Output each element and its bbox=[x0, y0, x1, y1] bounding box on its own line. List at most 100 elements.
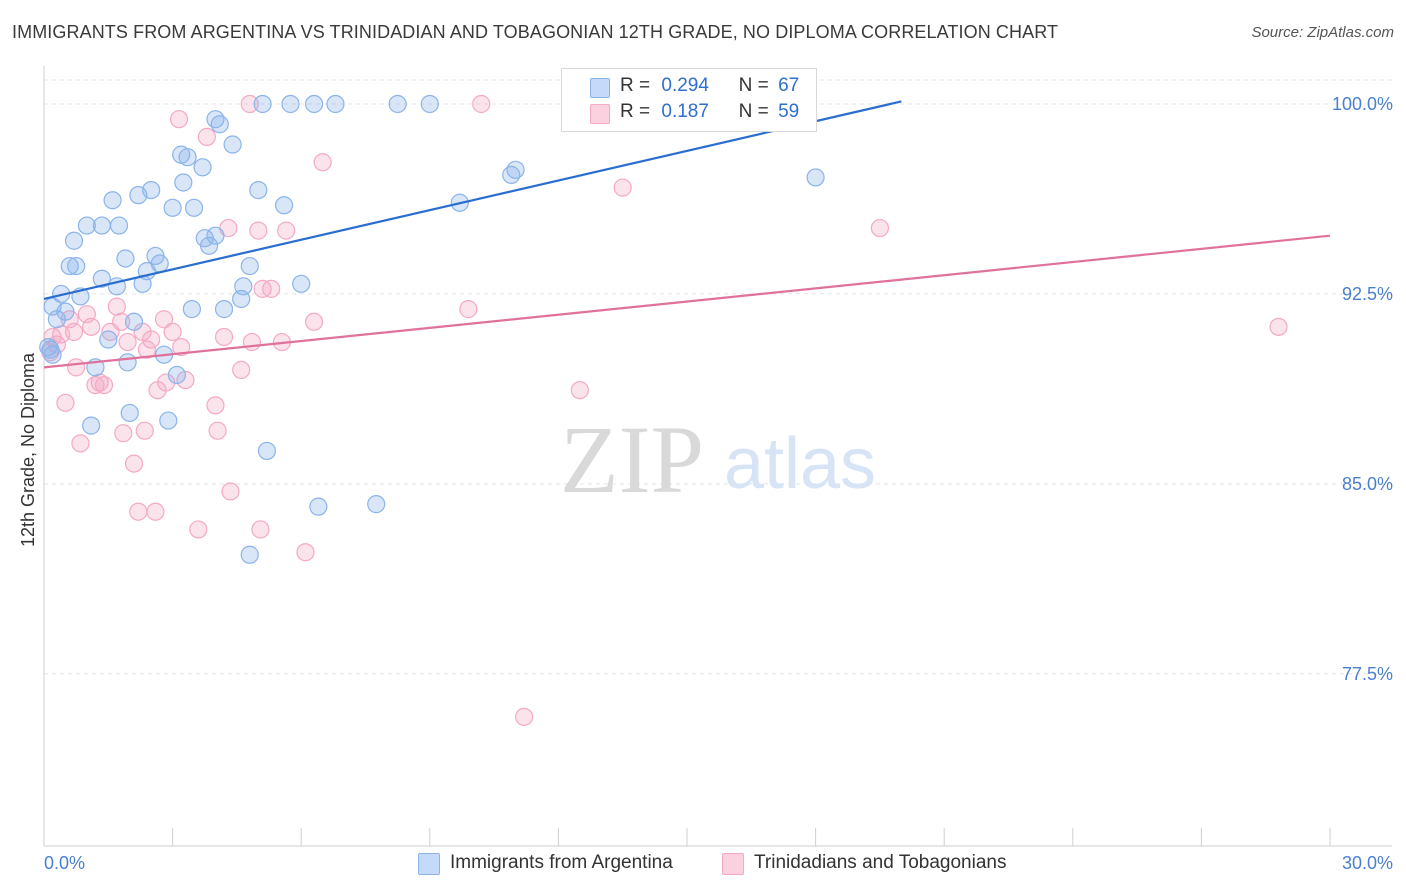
argentina-point-48 bbox=[240, 545, 259, 564]
trinidadians-point-41 bbox=[242, 332, 262, 352]
trinidadians-point-55 bbox=[613, 178, 632, 197]
trinidadians-point-15 bbox=[112, 312, 131, 331]
r-label-argentina: R = bbox=[620, 75, 651, 96]
argentina-point-29 bbox=[159, 411, 178, 430]
trinidadians-point-19 bbox=[129, 502, 148, 521]
argentina-point-17 bbox=[109, 216, 129, 235]
watermark: ZIP atlas bbox=[560, 406, 876, 513]
trinidadians-point-21 bbox=[135, 421, 154, 440]
argentina-point-44 bbox=[223, 135, 242, 154]
trinidadians-point-14 bbox=[107, 297, 126, 316]
argentina-point-34 bbox=[178, 148, 197, 167]
argentina-point-52 bbox=[274, 196, 294, 215]
legend-swatch-trinidadians bbox=[722, 853, 744, 875]
trinidadians-point-5 bbox=[64, 322, 84, 342]
argentina-point-15 bbox=[103, 191, 122, 210]
watermark-zip: ZIP bbox=[560, 406, 704, 513]
chart-title: IMMIGRANTS FROM ARGENTINA VS TRINIDADIAN… bbox=[12, 22, 1059, 42]
argentina-point-12 bbox=[92, 269, 111, 288]
argentina-point-13 bbox=[92, 216, 111, 235]
x-tick-label-max: 30.0% bbox=[1342, 853, 1393, 873]
trinidadians-point-30 bbox=[172, 338, 191, 357]
argentina-point-36 bbox=[184, 198, 204, 217]
trinidadians-point-3 bbox=[56, 393, 75, 412]
argentina-point-40 bbox=[206, 226, 225, 245]
trend-lines bbox=[43, 100, 1331, 369]
x-tick-label-min: 0.0% bbox=[44, 853, 85, 873]
argentina-point-14 bbox=[99, 330, 118, 349]
trinidadians-point-28 bbox=[163, 322, 182, 342]
trinidadians-trend-line bbox=[43, 234, 1331, 369]
argentina-point-20 bbox=[120, 403, 139, 423]
trinidadians-point-47 bbox=[277, 221, 296, 240]
trinidadians-point-6 bbox=[67, 358, 86, 377]
trinidadians-point-26 bbox=[154, 310, 174, 329]
argentina-point-64 bbox=[806, 168, 825, 187]
argentina-point-21 bbox=[124, 312, 144, 331]
trinidadians-point-36 bbox=[214, 327, 234, 347]
trinidadians-point-32 bbox=[189, 520, 208, 539]
axes bbox=[43, 66, 1392, 847]
argentina-point-50 bbox=[253, 94, 272, 114]
argentina-point-43 bbox=[214, 300, 234, 319]
trinidadians-point-51 bbox=[459, 300, 478, 319]
argentina-point-6 bbox=[64, 231, 84, 250]
argentina-point-51 bbox=[257, 441, 277, 461]
trinidadians-point-9 bbox=[82, 317, 101, 336]
stats-legend: R = 0.294 N = 67 R = 0.187 N = 59 bbox=[561, 68, 817, 132]
argentina-point-10 bbox=[82, 416, 101, 435]
trinidadians-point-24 bbox=[146, 502, 165, 521]
argentina-point-5 bbox=[60, 256, 79, 276]
legend-swatch-blue bbox=[590, 78, 610, 98]
source-credit: Source: ZipAtlas.com bbox=[1251, 24, 1394, 41]
argentina-point-59 bbox=[388, 94, 407, 114]
trinidadians-point-53 bbox=[515, 707, 534, 726]
trinidadians-point-39 bbox=[232, 360, 251, 379]
argentina-point-30 bbox=[163, 198, 182, 217]
n-label-argentina: N = bbox=[738, 75, 769, 96]
trinidadians-point-16 bbox=[114, 424, 133, 443]
argentina-point-18 bbox=[116, 249, 135, 268]
argentina-point-55 bbox=[304, 94, 324, 114]
argentina-point-58 bbox=[367, 495, 386, 514]
trinidadians-point-35 bbox=[208, 421, 227, 440]
argentina-point-27 bbox=[150, 254, 169, 273]
r-value-argentina: 0.294 bbox=[661, 75, 709, 96]
argentina-point-25 bbox=[142, 180, 161, 200]
n-label-trinidadians: N = bbox=[738, 101, 769, 122]
legend-swatch-argentina bbox=[418, 853, 440, 875]
trinidadians-point-33 bbox=[197, 127, 216, 147]
watermark-atlas: atlas bbox=[724, 424, 876, 504]
argentina-point-60 bbox=[420, 94, 439, 114]
y-axis-label: 12th Grade, No Diploma bbox=[18, 352, 38, 547]
argentina-point-63 bbox=[506, 160, 525, 179]
trinidadians-point-43 bbox=[251, 520, 270, 539]
x-tick-labels: 0.0% 30.0% bbox=[44, 853, 1393, 873]
n-value-argentina: 67 bbox=[778, 75, 800, 96]
trinidadians-point-50 bbox=[313, 153, 332, 172]
argentina-point-4 bbox=[56, 302, 75, 321]
argentina-point-47 bbox=[240, 256, 259, 276]
n-value-trinidadians: 59 bbox=[778, 101, 800, 122]
series-trinidadians-points bbox=[41, 94, 1288, 726]
legend-label-argentina: Immigrants from Argentina bbox=[450, 852, 673, 873]
argentina-point-9 bbox=[77, 216, 96, 235]
argentina-point-66 bbox=[43, 345, 62, 364]
argentina-point-49 bbox=[249, 180, 268, 200]
argentina-point-19 bbox=[118, 353, 137, 372]
argentina-point-53 bbox=[281, 94, 300, 114]
trinidadians-point-56 bbox=[870, 218, 890, 238]
argentina-point-46 bbox=[234, 277, 253, 296]
trinidadians-point-31 bbox=[176, 370, 195, 390]
r-label-trinidadians: R = bbox=[620, 101, 651, 122]
trinidadians-point-52 bbox=[472, 94, 491, 114]
trinidadians-point-34 bbox=[206, 396, 225, 415]
y-tick-label-0: 77.5% bbox=[1342, 664, 1393, 684]
trinidadians-point-40 bbox=[240, 94, 259, 114]
argentina-point-57 bbox=[326, 94, 345, 114]
argentina-point-39 bbox=[199, 236, 219, 255]
trinidadians-point-57 bbox=[1269, 317, 1288, 336]
trinidadians-point-17 bbox=[118, 332, 137, 352]
y-tick-label-2: 92.5% bbox=[1342, 284, 1393, 304]
